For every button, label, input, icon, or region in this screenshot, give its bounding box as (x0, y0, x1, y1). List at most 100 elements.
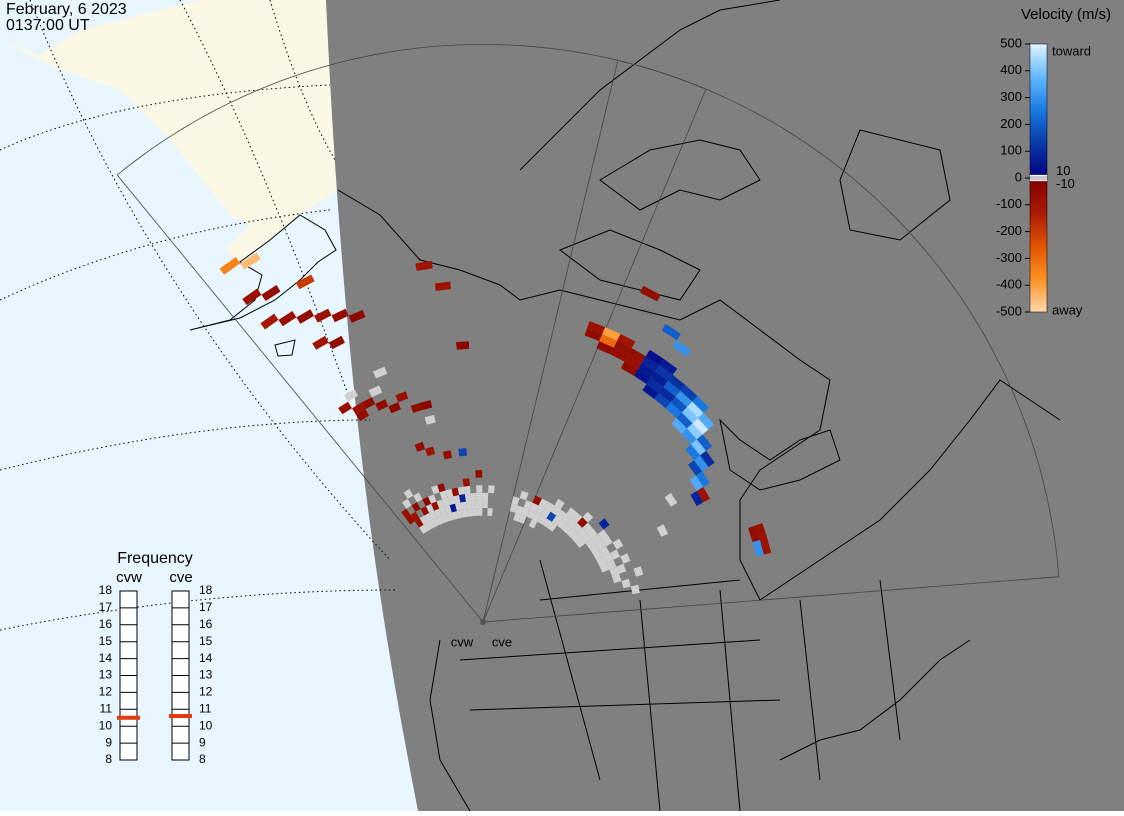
velocity-cell (242, 288, 262, 306)
ground-scatter-cell (561, 513, 572, 524)
ground-scatter-cell (621, 578, 631, 589)
velocity-cell (456, 341, 470, 350)
frequency-tick-label: 9 (199, 735, 206, 749)
velocity-cell (598, 518, 610, 530)
ground-scatter-cell (529, 502, 539, 513)
frequency-tick-label: 13 (99, 668, 113, 682)
velocity-cell (459, 494, 466, 503)
ground-scatter-cell (515, 505, 524, 515)
ground-scatter-cell (457, 486, 465, 495)
frequency-marker (117, 715, 140, 720)
colorbar-tick-label: -300 (996, 250, 1022, 265)
ground-scatter-cell (633, 566, 644, 577)
ground-scatter-cell (609, 566, 620, 577)
velocity-cell (752, 540, 764, 557)
ground-scatter-cell (599, 546, 610, 557)
velocity-cell (449, 503, 457, 513)
ground-scatter-cell (413, 492, 423, 503)
velocity-cell (596, 341, 614, 355)
frequency-marker (169, 714, 192, 719)
frequency-tick-label: 15 (199, 634, 213, 648)
ground-scatter-cell (609, 549, 621, 560)
ground-scatter-cell (425, 503, 435, 513)
ground-scatter-cell (466, 508, 473, 517)
velocity-cell (328, 335, 345, 350)
velocity-cell (692, 396, 709, 413)
velocity-cell (532, 495, 542, 506)
ground-scatter-cell (424, 513, 433, 523)
velocity-cell (599, 334, 618, 348)
frequency-tick-label: 18 (99, 583, 113, 597)
ground-scatter-cell (442, 513, 450, 523)
ground-scatter-cell (476, 500, 483, 509)
ground-scatter-cell (630, 584, 640, 595)
velocity-cell (411, 502, 421, 512)
velocity-cell (691, 439, 707, 456)
colorbar-inner-label: 10 (1056, 163, 1070, 178)
ground-scatter-cell (432, 517, 441, 527)
ground-scatter-cell (581, 533, 592, 544)
ground-scatter-cell (455, 502, 462, 512)
colorbar-tick-label: 100 (1000, 143, 1022, 158)
velocity-cell (420, 506, 430, 516)
frequency-tick-label: 17 (199, 600, 213, 614)
ground-scatter-cell (471, 500, 478, 509)
ground-scatter-cell (535, 505, 545, 516)
velocity-cell (295, 274, 315, 290)
velocity-cell (278, 311, 297, 327)
frequency-tick-label: 8 (105, 752, 112, 766)
velocity-cell (628, 348, 646, 363)
velocity-cell (688, 460, 703, 476)
ground-scatter-cell (571, 533, 582, 543)
ground-scatter-cell (402, 498, 412, 509)
velocity-cell (759, 537, 772, 555)
date: February, 6 2023 (6, 1, 127, 18)
frequency-title: Frequency (117, 550, 193, 567)
velocity-cell (410, 511, 420, 522)
ground-scatter-cell (427, 519, 436, 529)
velocity-cell (425, 446, 436, 457)
velocity-cell (675, 390, 693, 407)
velocity-cell (696, 487, 711, 503)
velocity-cell (451, 487, 459, 497)
velocity-cell (676, 412, 693, 429)
velocity-cell (642, 384, 659, 399)
velocity-cell (681, 407, 698, 424)
time: 0137:00 UT (6, 17, 90, 34)
ground-scatter-cell (428, 494, 437, 504)
graticule (0, 0, 396, 631)
velocity-cell (431, 501, 440, 511)
velocity-cell (338, 401, 352, 415)
radar-fan (116, 44, 707, 623)
colorbar-tick-label: -100 (996, 196, 1022, 211)
colorbar-tick-label: 0 (1015, 169, 1022, 184)
velocity-cell (681, 428, 697, 445)
velocity-cell (312, 335, 329, 350)
ground-scatter-cell (620, 553, 631, 564)
colorbar-tick-label: 400 (1000, 62, 1022, 77)
velocity-cell (696, 471, 710, 487)
frequency-tick-label: 9 (105, 735, 112, 749)
ground-scatter-cell (547, 521, 557, 532)
velocity-cell (692, 418, 709, 435)
ground-scatter-cell (519, 490, 529, 501)
velocity-cell (671, 418, 687, 434)
ground-scatter-cell (431, 485, 440, 495)
velocity-cell (680, 385, 698, 402)
ground-scatter-cell (445, 488, 454, 498)
frequency-tick-label: 11 (100, 701, 113, 715)
velocity-cell (698, 412, 715, 430)
velocity-cell (405, 515, 415, 525)
ground-scatter-cell (368, 385, 383, 398)
frequency-tick-label: 14 (99, 651, 113, 665)
velocity-cell (240, 252, 261, 270)
ground-scatter-cell (487, 508, 493, 516)
ground-scatter-cell (451, 511, 459, 520)
ground-scatter-cell (664, 492, 678, 507)
ground-scatter-cell (482, 500, 488, 509)
ground-scatter-cell (419, 515, 428, 525)
frequency-tick-label: 15 (99, 634, 113, 648)
alaska-day (0, 0, 338, 262)
ground-scatter-cell (554, 498, 565, 510)
ground-scatter-cell (575, 538, 586, 548)
